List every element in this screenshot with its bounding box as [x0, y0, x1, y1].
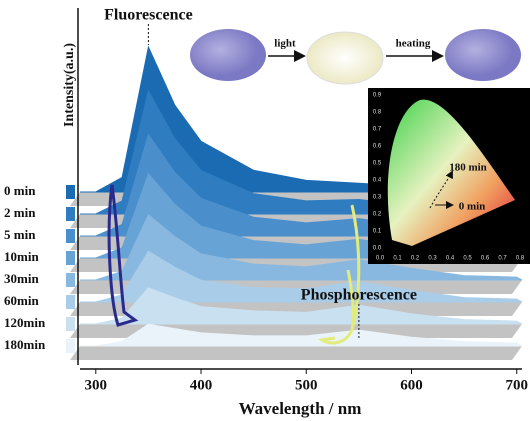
x-tick-label: 400: [190, 377, 213, 393]
inset-y-tick: 0.8: [373, 110, 382, 116]
x-tick-label: 300: [85, 377, 108, 393]
series-label: 30min: [4, 271, 39, 286]
inset-y-tick: 0.1: [373, 229, 382, 235]
inset-x-tick: 0.5: [463, 256, 472, 262]
series-label: 60min: [4, 293, 39, 308]
series-label: 10min: [4, 249, 39, 264]
inset-y-tick: 0.6: [373, 144, 382, 150]
series-label: 120min: [4, 315, 46, 330]
cie-inset: 180 min 0 min 0.0 0.1 0.2 0.3 0.4 0.5 0.6 0.7 0.…: [368, 88, 530, 264]
chart: Intensity(a.u.) Wavelength / nm light he…: [0, 0, 532, 421]
legend-swatch: [66, 251, 75, 265]
y-axis-label: Intensity(a.u.): [62, 43, 77, 127]
series-label: 0 min: [4, 183, 36, 198]
baseline-plane: [70, 346, 522, 360]
series-label: 180min: [4, 337, 46, 352]
inset-label: 0 min: [459, 201, 486, 213]
sample-oval: [445, 29, 521, 81]
annotation: Phosphorescence: [301, 287, 417, 304]
annotation: Fluorescence: [104, 7, 193, 24]
legend-swatch: [66, 185, 75, 199]
legend-swatch: [66, 295, 75, 309]
inset-label: 180 min: [449, 162, 487, 174]
inset-x-tick: 0.4: [446, 256, 455, 262]
x-tick-label: 600: [400, 377, 423, 393]
inset-x-tick: 0.1: [393, 256, 402, 262]
series-label: 2 min: [4, 205, 36, 220]
scheme: light heating: [190, 29, 521, 84]
inset-x-tick: 0.8: [516, 256, 525, 262]
inset-x-tick: 0.6: [481, 256, 490, 262]
inset-y-tick: 0.3: [373, 195, 382, 201]
sample-oval: [307, 32, 383, 84]
inset-y-tick: 0.2: [373, 212, 382, 218]
sample-oval: [190, 29, 266, 81]
scheme-label: heating: [396, 38, 431, 50]
inset-x-tick: 0.7: [498, 256, 507, 262]
legend-swatch: [66, 207, 75, 221]
series-label: 5 min: [4, 227, 36, 242]
inset-x-tick: 0.2: [411, 256, 420, 262]
x-tick-label: 700: [505, 377, 528, 393]
legend-swatch: [66, 273, 75, 287]
inset-x-tick: 0.0: [376, 256, 385, 262]
x-tick-label: 500: [295, 377, 318, 393]
legend-swatch: [66, 339, 75, 353]
legend-swatch: [66, 317, 75, 331]
scheme-label: light: [274, 38, 296, 50]
inset-y-tick: 0.0: [373, 246, 382, 252]
inset-y-tick: 0.5: [373, 161, 382, 167]
legend-swatch: [66, 229, 75, 243]
inset-y-tick: 0.9: [373, 93, 382, 99]
inset-y-tick: 0.7: [373, 127, 382, 133]
x-axis-label: Wavelength / nm: [239, 399, 362, 418]
inset-y-tick: 0.4: [373, 178, 382, 184]
inset-x-tick: 0.3: [428, 256, 437, 262]
